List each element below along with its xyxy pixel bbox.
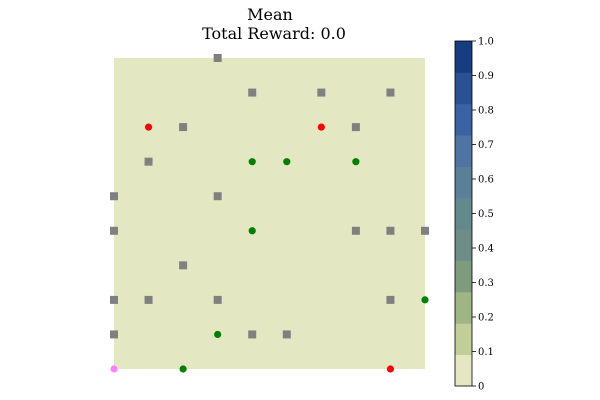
circle-marker [317, 123, 325, 131]
square-marker [386, 295, 395, 304]
square-marker [248, 330, 257, 339]
circle-marker [214, 330, 222, 339]
square-marker [351, 226, 360, 235]
colorbar-segment [455, 41, 472, 73]
square-marker [110, 295, 118, 304]
circle-marker [248, 158, 256, 166]
square-marker [282, 330, 291, 339]
colorbar-tick-label: 0.8 [478, 106, 494, 117]
circle-marker [248, 227, 256, 235]
square-marker [386, 226, 395, 235]
colorbar-segment [455, 291, 472, 324]
square-marker [351, 123, 360, 132]
colorbar-segment [455, 135, 472, 167]
colorbar-segment [455, 323, 472, 356]
square-marker [421, 226, 429, 235]
circle-marker [283, 158, 291, 166]
colorbar-segment [455, 166, 472, 199]
square-marker [213, 192, 222, 201]
colorbar: 0 0.1 0.2 0.3 0.4 0.5 0.6 0.7 0.8 0.9 1.0 [454, 37, 494, 393]
colorbar-tick-label: 1.0 [478, 37, 494, 48]
colorbar-tick-label: 0.1 [478, 347, 494, 358]
square-marker [110, 192, 118, 201]
circle-marker [352, 158, 360, 166]
colorbar-tick-label: 0.3 [478, 278, 494, 289]
colorbar-tick-label: 0 [478, 382, 484, 393]
colorbar-tick-label: 0.9 [478, 71, 494, 82]
square-marker [110, 330, 118, 339]
colorbar-segment [455, 229, 472, 261]
square-marker [248, 88, 257, 97]
circle-marker [421, 296, 429, 304]
square-marker [179, 123, 188, 132]
chart-subtitle: Total Reward: 0.0 [202, 24, 346, 43]
circle-marker [179, 365, 187, 373]
heatmap-background [114, 58, 425, 369]
square-marker [110, 226, 118, 235]
circle-marker [110, 365, 118, 373]
colorbar-tick-label: 0.6 [478, 175, 494, 186]
colorbar-tick-label: 0.5 [478, 209, 494, 220]
square-marker [144, 295, 153, 304]
chart-title: Mean [247, 5, 293, 24]
colorbar-segment [455, 72, 472, 105]
circle-marker [386, 365, 395, 373]
colorbar-segment [455, 260, 472, 293]
colorbar-segment [455, 354, 472, 387]
colorbar-tick-label: 0.2 [478, 313, 494, 324]
square-marker [386, 88, 395, 97]
colorbar-tick-label: 0.4 [478, 244, 494, 255]
square-marker [213, 295, 222, 304]
markers-layer [110, 54, 429, 373]
square-marker [213, 54, 222, 62]
square-marker [179, 261, 188, 270]
circle-marker [144, 123, 153, 131]
colorbar-segment [455, 197, 472, 230]
colorbar-segment [455, 103, 472, 136]
colorbar-tick-label: 0.7 [478, 140, 494, 151]
square-marker [317, 88, 326, 97]
square-marker [144, 157, 153, 166]
